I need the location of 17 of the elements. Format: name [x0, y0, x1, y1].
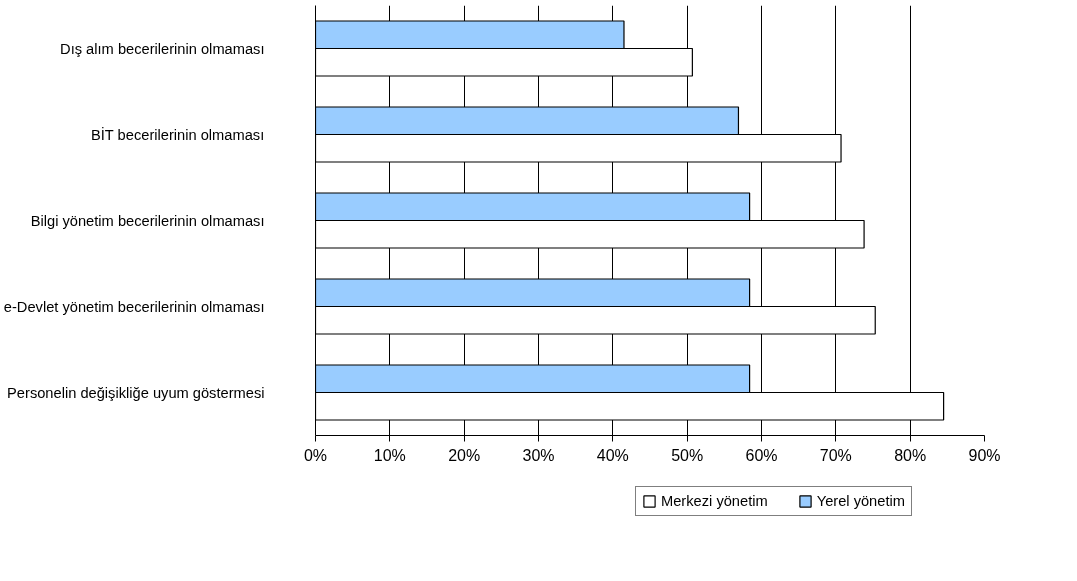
- y-tick-label: Personelin değişikliğe uyum göstermesi: [7, 384, 265, 401]
- legend-label: Yerel yönetim: [816, 493, 905, 509]
- x-tick-label: 20%: [448, 446, 481, 464]
- y-tick-label: BİT becerilerinin olmaması: [91, 125, 265, 143]
- y-tick-label: e-Devlet yönetim becerilerinin olmaması: [3, 298, 265, 315]
- x-tick-label: 90%: [968, 446, 1001, 464]
- legend-label: Merkezi yönetim: [661, 493, 768, 509]
- x-tick-label: 0%: [303, 446, 328, 464]
- x-tick-label: 80%: [894, 446, 927, 464]
- x-tick-label: 50%: [671, 446, 704, 464]
- x-tick-label: 10%: [373, 446, 406, 464]
- x-tick-label: 30%: [522, 446, 555, 464]
- y-tick-label: Bilgi yönetim becerilerinin olmaması: [30, 212, 265, 229]
- x-tick-label: 60%: [745, 446, 778, 464]
- x-tick-label: 40%: [596, 446, 629, 464]
- y-tick-label: Dış alım becerilerinin olmaması: [60, 40, 265, 57]
- x-tick-label: 70%: [819, 446, 852, 464]
